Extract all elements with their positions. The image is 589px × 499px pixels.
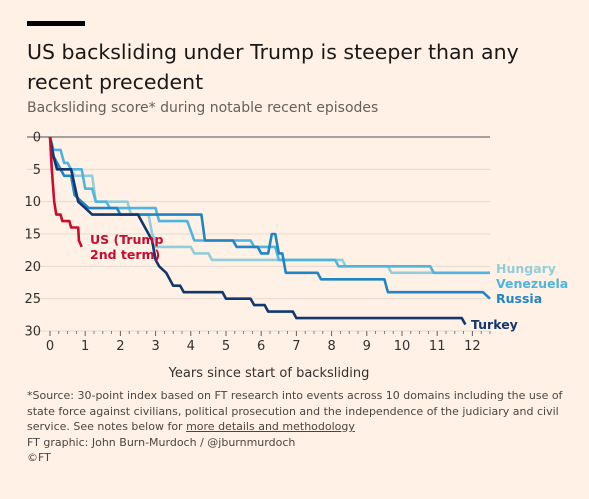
x-tick-label: 8 xyxy=(327,339,335,354)
series-label-venezuela: Venezuela xyxy=(496,276,568,291)
y-tick-label: 15 xyxy=(24,228,41,243)
y-tick-label: 10 xyxy=(24,195,41,210)
source-note: *Source: 30-point index based on FT rese… xyxy=(27,388,567,435)
x-tick-label: 1 xyxy=(81,339,89,354)
x-tick-label: 6 xyxy=(257,339,265,354)
x-tick-label: 3 xyxy=(151,339,159,354)
y-tick-label: 30 xyxy=(24,325,41,340)
series-label-line: US (Trump xyxy=(90,232,163,247)
x-tick-label: 2 xyxy=(116,339,124,354)
chart-title: US backsliding under Trump is steeper th… xyxy=(27,40,519,94)
series-label-turkey: Turkey xyxy=(471,317,518,332)
y-axis: 0 5 10 15 20 25 30 xyxy=(24,131,41,340)
series-lines xyxy=(48,136,491,326)
x-tick-label: 11 xyxy=(429,339,446,354)
series-label-russia: Russia xyxy=(496,291,542,306)
series-line-turkey xyxy=(48,136,467,326)
series-label-line: 2nd term) xyxy=(90,247,160,262)
series-label-us-trump-2nd-term: US (Trump 2nd term) xyxy=(90,232,163,262)
credit: FT graphic: John Burn-Murdoch / @jburnmu… xyxy=(27,435,296,449)
y-tick-label: 20 xyxy=(24,260,41,275)
series-line-russia xyxy=(48,136,491,300)
chart-subtitle: Backsliding score* during notable recent… xyxy=(27,100,379,116)
x-axis-label: Years since start of backsliding xyxy=(168,366,370,380)
x-tick-label: 0 xyxy=(46,339,54,354)
x-tick-label: 9 xyxy=(363,339,371,354)
x-tick-label: 4 xyxy=(187,339,195,354)
y-tick-label: 5 xyxy=(33,163,41,178)
x-tick-label: 7 xyxy=(292,339,300,354)
x-tick-label: 5 xyxy=(222,339,230,354)
source-text: *Source: 30-point index based on FT rese… xyxy=(27,389,563,433)
x-axis: 0 1 2 3 4 5 6 7 8 9 10 11 12 xyxy=(46,331,491,354)
y-tick-label: 25 xyxy=(24,292,41,307)
series-line-us-trump-2nd-term xyxy=(48,136,83,248)
series-label-hungary: Hungary xyxy=(496,261,556,276)
x-tick-label: 10 xyxy=(394,339,411,354)
copyright: ©FT xyxy=(27,451,51,464)
methodology-link[interactable]: more details and methodology xyxy=(186,420,355,433)
footer: *Source: 30-point index based on FT rese… xyxy=(27,388,567,466)
y-tick-label: 0 xyxy=(33,131,41,146)
ft-top-bar xyxy=(27,21,85,26)
series-line-venezuela xyxy=(48,136,490,275)
x-tick-label: 12 xyxy=(464,339,481,354)
